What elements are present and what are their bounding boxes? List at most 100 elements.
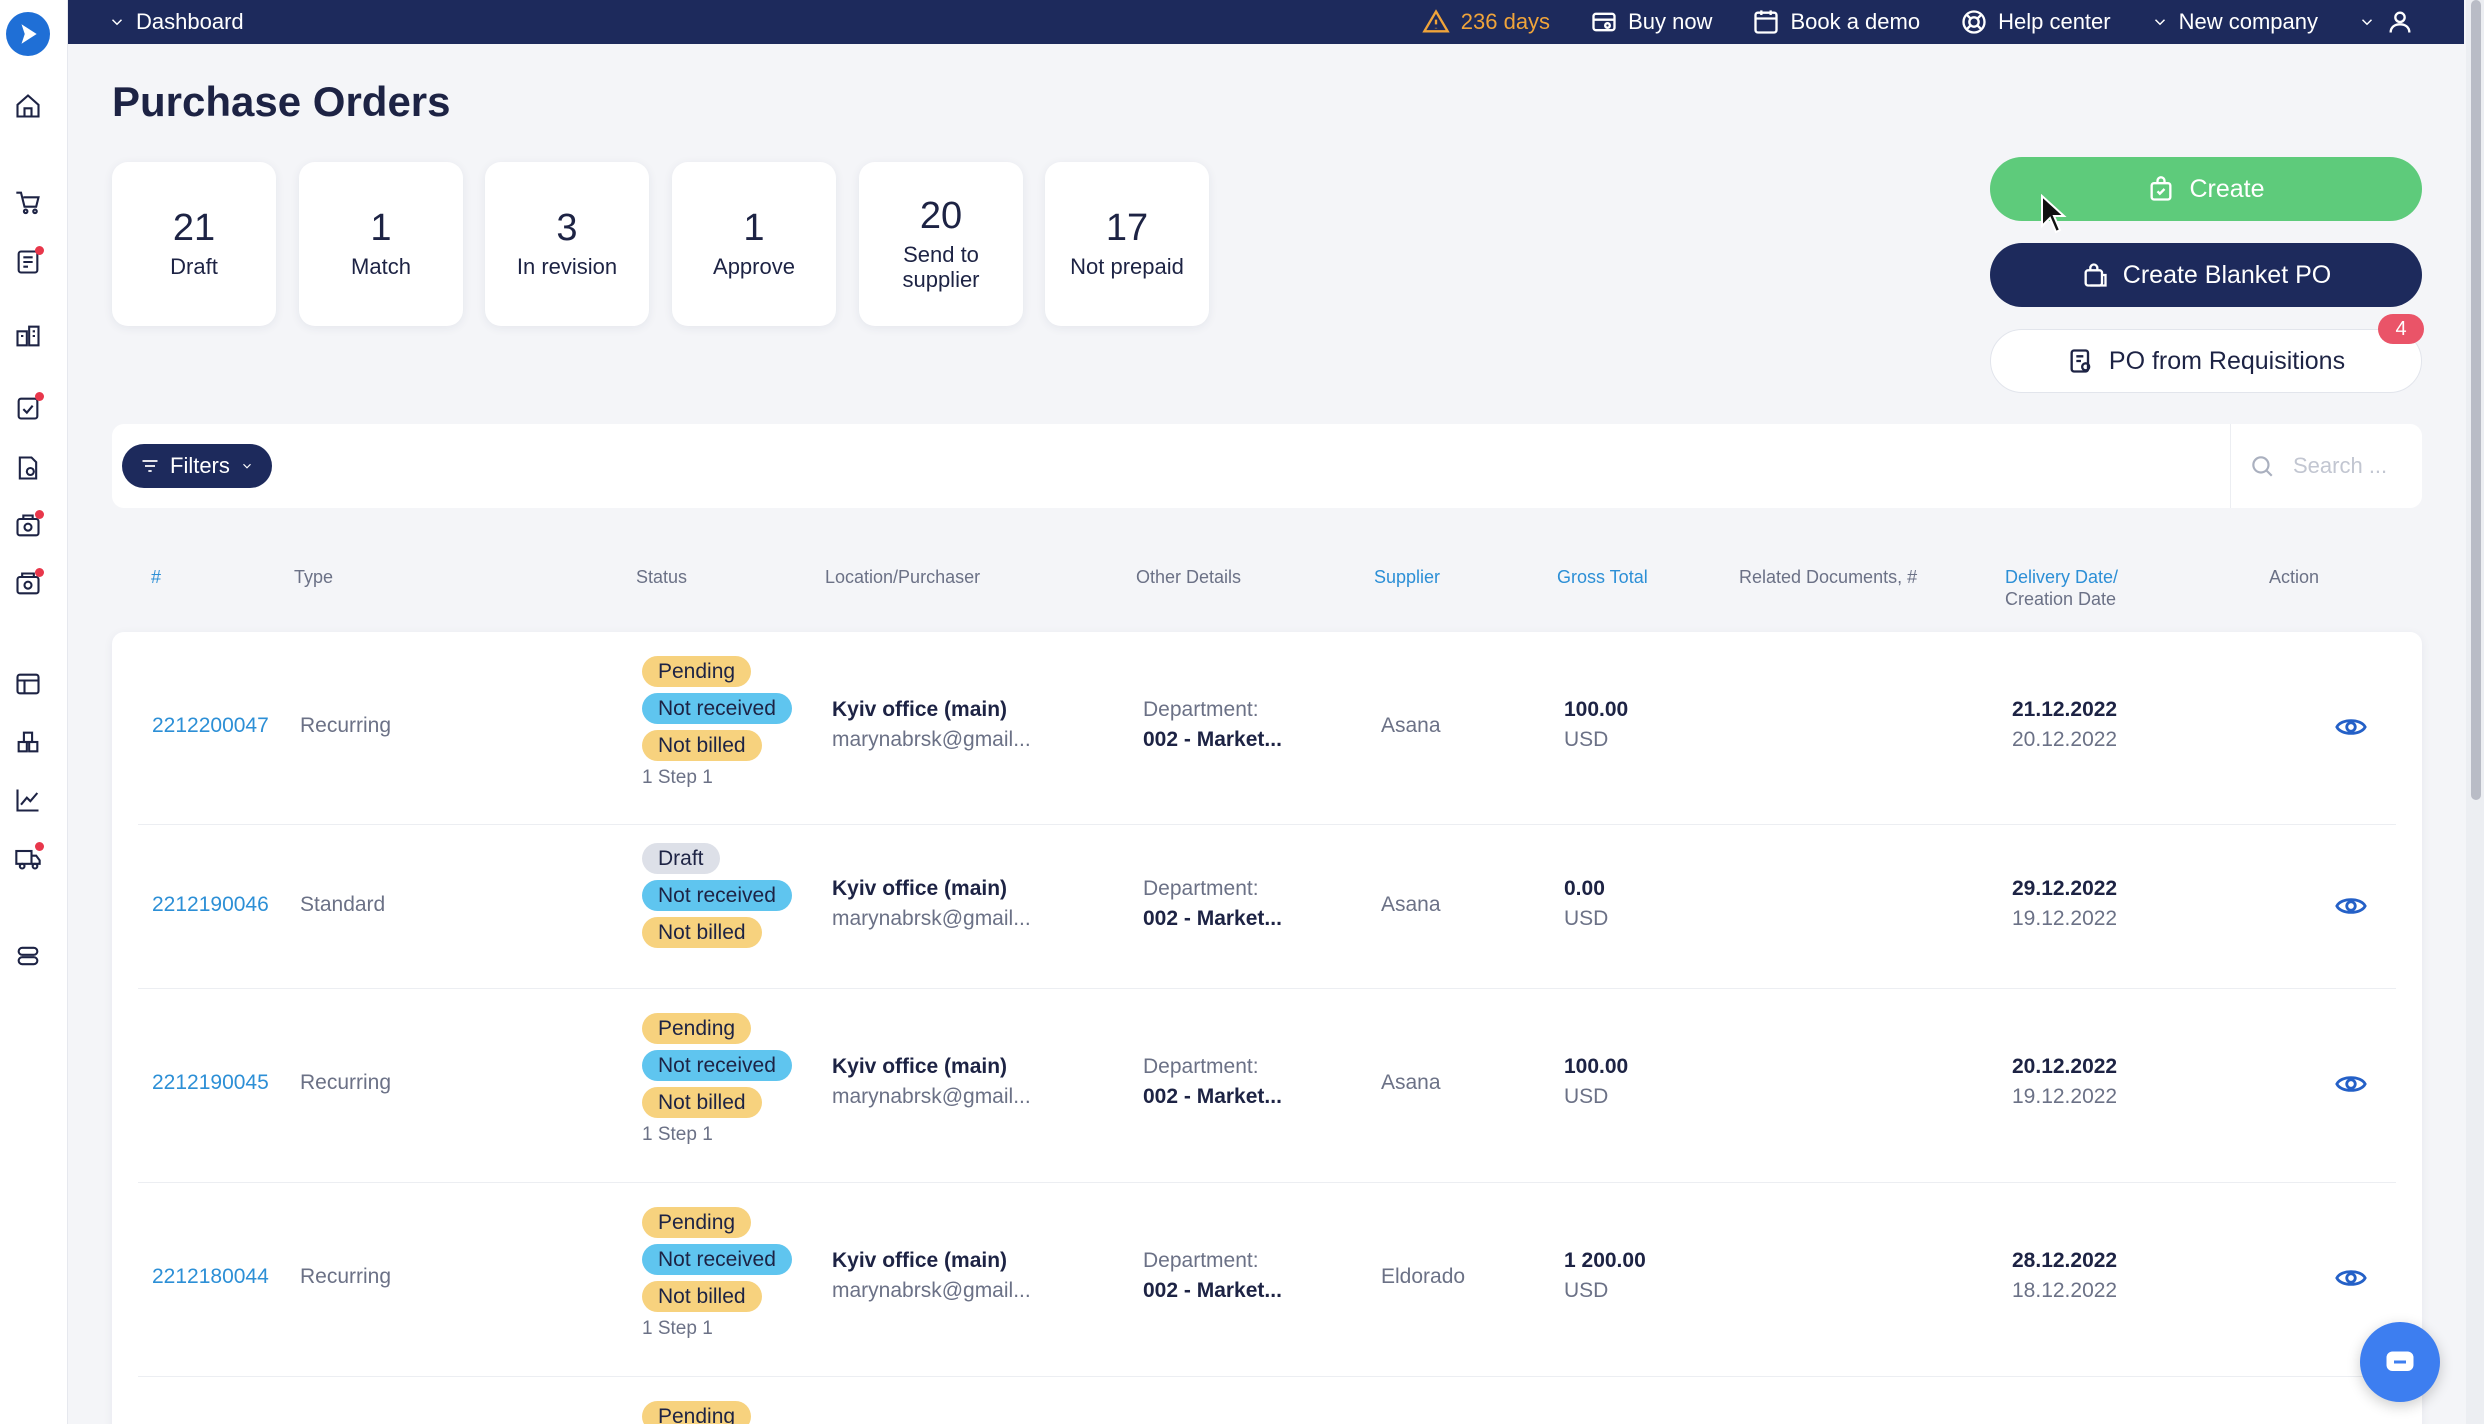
inventory-icon[interactable]	[12, 726, 44, 758]
table-row[interactable]: 2212190046 Standard Draft Not received N…	[138, 825, 2396, 989]
cart-icon[interactable]	[12, 186, 44, 218]
column-header-location: Location/Purchaser	[825, 567, 981, 587]
invoices-icon[interactable]	[12, 452, 44, 484]
po-type: Standard	[300, 893, 386, 916]
calendar-icon	[1754, 10, 1779, 34]
location-purchaser: Kyiv office (main) marynabrsk@gmail...	[832, 1055, 1031, 1109]
column-header-delivery-date[interactable]: Delivery Date/	[2005, 567, 2119, 587]
department-label: Department:	[1143, 1055, 1259, 1078]
other-details: Department: 002 - Market...	[1143, 698, 1282, 752]
po-number-link[interactable]: 2212200047	[152, 714, 269, 737]
stat-label: Not prepaid	[1070, 254, 1184, 280]
chat-support-button[interactable]	[2360, 1322, 2440, 1402]
delivery-date: 28.12.2022	[2012, 1249, 2118, 1272]
table-row[interactable]: 2212200047 Recurring Pending Not receive…	[138, 632, 2396, 825]
po-type: Recurring	[300, 1265, 392, 1288]
department-value: 002 - Market...	[1143, 728, 1282, 751]
filters-button[interactable]: Filters	[122, 444, 272, 488]
suppliers-icon[interactable]	[12, 320, 44, 352]
view-eye-icon[interactable]	[2334, 1067, 2368, 1101]
chevron-down-icon	[2154, 19, 2165, 26]
requisition-icon	[2070, 349, 2091, 373]
delivery-date: 20.12.2022	[2012, 1055, 2118, 1078]
dashboard-menu[interactable]: Dashboard	[108, 9, 244, 35]
stat-card-in-revision[interactable]: 3 In revision	[485, 162, 649, 326]
column-header-dates: Delivery Date/ Creation Date	[2005, 566, 2118, 610]
cart-icon	[1592, 12, 1616, 32]
create-button[interactable]: Create	[1990, 157, 2422, 221]
company-switcher[interactable]: New company	[2151, 9, 2318, 35]
po-from-requisitions-button[interactable]: PO from Requisitions	[1990, 329, 2422, 393]
stat-card-not-prepaid[interactable]: 17 Not prepaid	[1045, 162, 1209, 326]
payments-icon[interactable]	[12, 568, 44, 600]
page-title: Purchase Orders	[112, 78, 451, 125]
create-button-label: Create	[2189, 174, 2265, 203]
create-blanket-po-button[interactable]: Create Blanket PO	[1990, 243, 2422, 307]
other-details: Department: 002 - Market...	[1143, 1055, 1282, 1109]
approval-step: 1 Step 1	[642, 767, 713, 788]
search-input[interactable]	[2293, 453, 2413, 479]
stat-label: Match	[351, 254, 411, 280]
column-header-number[interactable]: #	[151, 567, 162, 587]
table-row[interactable]: 2212180044 Recurring Pending Not receive…	[138, 1183, 2396, 1377]
department-label: Department:	[1143, 877, 1259, 900]
table-row[interactable]: 2212190045 Recurring Pending Not receive…	[138, 989, 2396, 1183]
department-label: Department:	[1143, 698, 1259, 721]
stat-label: In revision	[516, 254, 618, 280]
status-badge: Pending	[642, 656, 752, 687]
filter-bar: Filters	[112, 424, 2422, 508]
stat-card-match[interactable]: 1 Match	[299, 162, 463, 326]
status-badge: Pending	[642, 1207, 752, 1238]
stat-card-approve[interactable]: 1 Approve	[672, 162, 836, 326]
mouse-cursor-icon	[2041, 194, 2067, 234]
location-purchaser: Kyiv office (main) marynabrsk@gmail...	[832, 698, 1031, 752]
receipts-icon[interactable]	[12, 510, 44, 542]
column-header-supplier[interactable]: Supplier	[1374, 567, 1441, 587]
stat-label: Draft	[170, 254, 218, 280]
purchaser-email: marynabrsk@gmail...	[832, 1085, 1031, 1108]
gross-total: 0.00 USD	[1564, 877, 1608, 931]
column-header-status: Status	[636, 567, 688, 587]
home-icon[interactable]	[12, 90, 44, 122]
budgets-icon[interactable]	[12, 668, 44, 700]
delivery-icon[interactable]	[12, 842, 44, 874]
status-badge: Not billed	[642, 1281, 762, 1312]
po-type: Recurring	[300, 1071, 392, 1094]
analytics-icon[interactable]	[12, 784, 44, 816]
help-center-link[interactable]: Help center	[1960, 8, 2111, 36]
approvals-icon[interactable]	[12, 392, 44, 424]
po-number-link[interactable]: 2212190046	[152, 893, 269, 916]
status-stack: Draft Not received Not billed	[642, 843, 792, 948]
stat-count: 20	[919, 194, 963, 237]
page-scrollbar[interactable]	[2466, 0, 2484, 1424]
requisition-icon[interactable]	[12, 246, 44, 278]
stat-card-draft[interactable]: 21 Draft	[112, 162, 276, 326]
status-badge: Not received	[642, 880, 792, 911]
lifebuoy-icon	[1962, 10, 1986, 34]
view-eye-icon[interactable]	[2334, 1261, 2368, 1295]
book-demo-link[interactable]: Book a demo	[1752, 8, 1920, 36]
orders-table: 2212200047 Recurring Pending Not receive…	[112, 632, 2422, 1424]
location-name: Kyiv office (main)	[832, 698, 1008, 721]
supplier-name: Asana	[1381, 893, 1441, 916]
scrollbar-thumb[interactable]	[2471, 0, 2481, 800]
status-badge: Not billed	[642, 730, 762, 761]
settings-icon[interactable]	[12, 940, 44, 972]
status-badge: Draft	[642, 843, 720, 874]
po-number-link[interactable]: 2212180044	[152, 1265, 269, 1288]
view-eye-icon[interactable]	[2334, 710, 2368, 744]
po-from-requisitions-label: PO from Requisitions	[2108, 346, 2346, 375]
buy-now-link[interactable]: Buy now	[1590, 8, 1712, 36]
view-eye-icon[interactable]	[2334, 889, 2368, 923]
supplier-name: Asana	[1381, 714, 1441, 737]
app-logo[interactable]	[6, 12, 50, 56]
table-row[interactable]: Pending	[138, 1377, 2396, 1424]
trial-warning[interactable]: 236 days	[1421, 8, 1550, 36]
create-blanket-po-label: Create Blanket PO	[2122, 260, 2332, 289]
stat-card-send-to-supplier[interactable]: 20 Send to supplier	[859, 162, 1023, 326]
help-center-label: Help center	[1998, 9, 2111, 34]
column-header-gross-total[interactable]: Gross Total	[1557, 567, 1648, 587]
book-demo-label: Book a demo	[1790, 9, 1921, 34]
po-number-link[interactable]: 2212190045	[152, 1071, 269, 1094]
user-menu[interactable]	[2358, 8, 2414, 36]
